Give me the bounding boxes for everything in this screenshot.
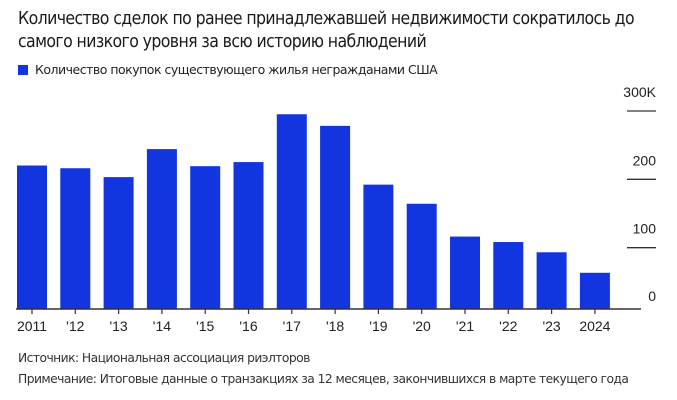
bar-2011 — [17, 165, 47, 309]
bar-21 — [450, 236, 480, 309]
x-tick-label: '21 — [456, 318, 474, 334]
legend-label: Количество покупок существующего жилья н… — [35, 62, 438, 77]
x-tick-label: '12 — [66, 318, 84, 334]
bar-2024 — [579, 272, 610, 309]
footnote: Примечание: Итоговые данные о транзакция… — [18, 372, 629, 386]
x-tick-label: '13 — [109, 318, 127, 334]
bar-18 — [320, 125, 351, 309]
bars-group — [17, 114, 610, 309]
y-tick-label: 0 — [648, 288, 656, 304]
bar-13 — [103, 177, 134, 309]
x-tick-label: '14 — [153, 318, 171, 334]
y-tick-label: 200 — [633, 152, 657, 168]
bar-14 — [146, 149, 177, 309]
chart-title: Количество сделок по ранее принадлежавше… — [18, 9, 635, 52]
legend: Количество покупок существующего жилья н… — [18, 62, 438, 77]
y-axis: 0 100 200 300K — [623, 84, 656, 304]
x-tick-label: '17 — [283, 318, 301, 334]
bar-22 — [493, 242, 524, 309]
x-tick-label: '18 — [326, 318, 344, 334]
x-tick-label: 2011 — [17, 318, 47, 334]
bar-23 — [536, 252, 567, 309]
x-tick-label: '20 — [413, 318, 431, 334]
x-tick-label: '16 — [239, 318, 257, 334]
y-tick-label: 100 — [633, 221, 657, 237]
bar-15 — [190, 166, 221, 309]
x-tick-label: 2024 — [579, 318, 610, 334]
bar-17 — [276, 114, 307, 309]
bar-19 — [363, 184, 394, 309]
x-tick-label: '19 — [369, 318, 387, 334]
bar-20 — [406, 203, 437, 309]
y-tick-label: 300K — [623, 84, 656, 100]
bar-16 — [233, 162, 264, 309]
bar-12 — [60, 168, 91, 309]
legend-swatch — [18, 64, 28, 75]
source-note: Источник: Национальная ассоциация риэлто… — [18, 351, 310, 365]
x-tick-label: '23 — [542, 318, 560, 334]
x-tick-label: '22 — [499, 318, 517, 334]
x-axis: 2011 '12 '13 '14 '15 '16 '17 '18 '19 '20 '21 '22 '23… — [16, 308, 641, 334]
x-tick-label: '15 — [196, 318, 214, 334]
